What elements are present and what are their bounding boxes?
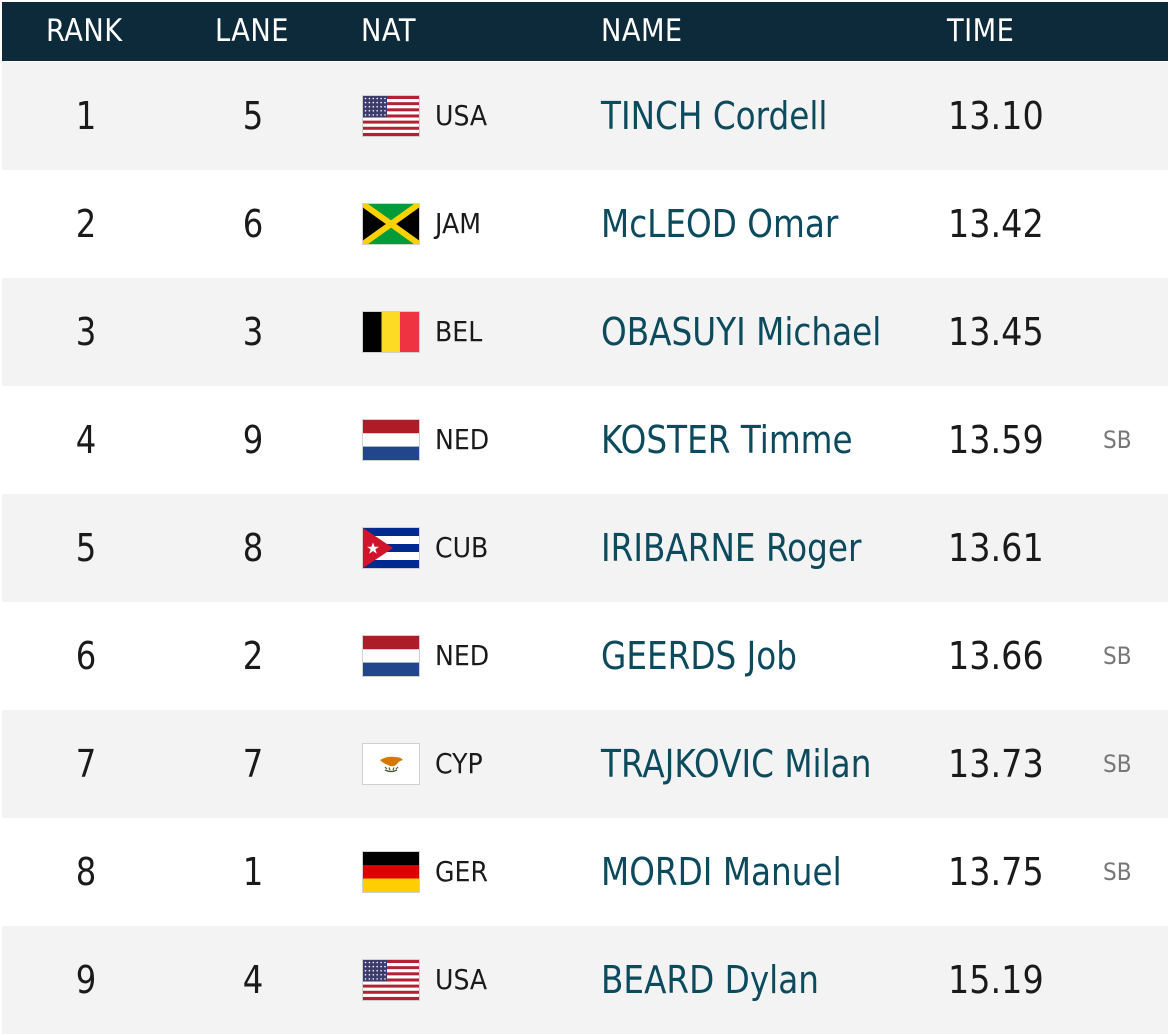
nat-cell: NED bbox=[435, 639, 490, 672]
rank-cell: 3 bbox=[75, 310, 97, 354]
rank-cell: 5 bbox=[75, 526, 97, 570]
table-body: 1 5 USA TINCH Cordell 13.10 2 6 JAM McLE… bbox=[2, 62, 1168, 1034]
nat-cell: USA bbox=[435, 99, 488, 132]
table-header: RANK LANE NAT NAME TIME bbox=[2, 2, 1168, 61]
athlete-name-link[interactable]: IRIBARNE Roger bbox=[601, 526, 862, 570]
lane-cell: 3 bbox=[242, 310, 264, 354]
time-cell: 13.42 bbox=[948, 202, 1044, 246]
table-row[interactable]: 8 1 GER MORDI Manuel 13.75 SB bbox=[2, 818, 1168, 926]
table-row[interactable]: 7 7 CYP TRAJKOVIC Milan 13.73 SB bbox=[2, 710, 1168, 818]
cuba-flag-icon bbox=[362, 527, 420, 569]
lane-cell: 1 bbox=[242, 850, 264, 894]
table-row[interactable]: 1 5 USA TINCH Cordell 13.10 bbox=[2, 62, 1168, 170]
athlete-name-link[interactable]: TRAJKOVIC Milan bbox=[601, 742, 872, 786]
lane-cell: 6 bbox=[242, 202, 264, 246]
time-cell: 13.73 bbox=[948, 742, 1044, 786]
usa-flag-icon bbox=[362, 95, 420, 137]
name-column-header[interactable]: NAME bbox=[601, 13, 683, 49]
jamaica-flag-icon bbox=[362, 203, 420, 245]
record-note-badge: SB bbox=[1103, 642, 1132, 670]
time-cell: 13.66 bbox=[948, 634, 1044, 678]
time-cell: 13.75 bbox=[948, 850, 1044, 894]
athlete-name-link[interactable]: GEERDS Job bbox=[601, 634, 798, 678]
time-cell: 13.61 bbox=[948, 526, 1044, 570]
time-cell: 15.19 bbox=[948, 958, 1044, 1002]
lane-cell: 8 bbox=[242, 526, 264, 570]
nat-cell: NED bbox=[435, 423, 490, 456]
athlete-name-link[interactable]: MORDI Manuel bbox=[601, 850, 842, 894]
table-row[interactable]: 4 9 NED KOSTER Timme 13.59 SB bbox=[2, 386, 1168, 494]
athlete-name-link[interactable]: TINCH Cordell bbox=[601, 94, 828, 138]
rank-column-header[interactable]: RANK bbox=[46, 13, 123, 49]
lane-cell: 5 bbox=[242, 94, 264, 138]
time-cell: 13.10 bbox=[948, 94, 1044, 138]
rank-cell: 2 bbox=[75, 202, 97, 246]
lane-cell: 9 bbox=[242, 418, 264, 462]
nat-cell: CUB bbox=[435, 531, 489, 564]
nat-cell: JAM bbox=[435, 207, 481, 240]
lane-cell: 2 bbox=[242, 634, 264, 678]
record-note-badge: SB bbox=[1103, 858, 1132, 886]
nat-cell: USA bbox=[435, 963, 488, 996]
record-note-badge: SB bbox=[1103, 426, 1132, 454]
nat-cell: CYP bbox=[435, 747, 483, 780]
athlete-name-link[interactable]: McLEOD Omar bbox=[601, 202, 839, 246]
netherlands-flag-icon bbox=[362, 635, 420, 677]
germany-flag-icon bbox=[362, 851, 420, 893]
athlete-name-link[interactable]: BEARD Dylan bbox=[601, 958, 820, 1002]
rank-cell: 8 bbox=[75, 850, 97, 894]
rank-cell: 6 bbox=[75, 634, 97, 678]
lane-cell: 7 bbox=[242, 742, 264, 786]
lane-column-header[interactable]: LANE bbox=[215, 13, 289, 49]
athlete-name-link[interactable]: OBASUYI Michael bbox=[601, 310, 882, 354]
belgium-flag-icon bbox=[362, 311, 420, 353]
lane-cell: 4 bbox=[242, 958, 264, 1002]
rank-cell: 9 bbox=[75, 958, 97, 1002]
athlete-name-link[interactable]: KOSTER Timme bbox=[601, 418, 853, 462]
time-cell: 13.59 bbox=[948, 418, 1044, 462]
nat-cell: BEL bbox=[435, 315, 483, 348]
rank-cell: 1 bbox=[75, 94, 97, 138]
table-row[interactable]: 2 6 JAM McLEOD Omar 13.42 bbox=[2, 170, 1168, 278]
table-row[interactable]: 5 8 CUB IRIBARNE Roger 13.61 bbox=[2, 494, 1168, 602]
netherlands-flag-icon bbox=[362, 419, 420, 461]
cyprus-flag-icon bbox=[362, 743, 420, 785]
table-row[interactable]: 9 4 USA BEARD Dylan 15.19 bbox=[2, 926, 1168, 1034]
nat-column-header[interactable]: NAT bbox=[361, 13, 416, 49]
usa-flag-icon bbox=[362, 959, 420, 1001]
table-row[interactable]: 3 3 BEL OBASUYI Michael 13.45 bbox=[2, 278, 1168, 386]
record-note-badge: SB bbox=[1103, 750, 1132, 778]
nat-cell: GER bbox=[435, 855, 488, 888]
rank-cell: 4 bbox=[75, 418, 97, 462]
time-cell: 13.45 bbox=[948, 310, 1044, 354]
rank-cell: 7 bbox=[75, 742, 97, 786]
table-row[interactable]: 6 2 NED GEERDS Job 13.66 SB bbox=[2, 602, 1168, 710]
time-column-header[interactable]: TIME bbox=[947, 13, 1015, 49]
